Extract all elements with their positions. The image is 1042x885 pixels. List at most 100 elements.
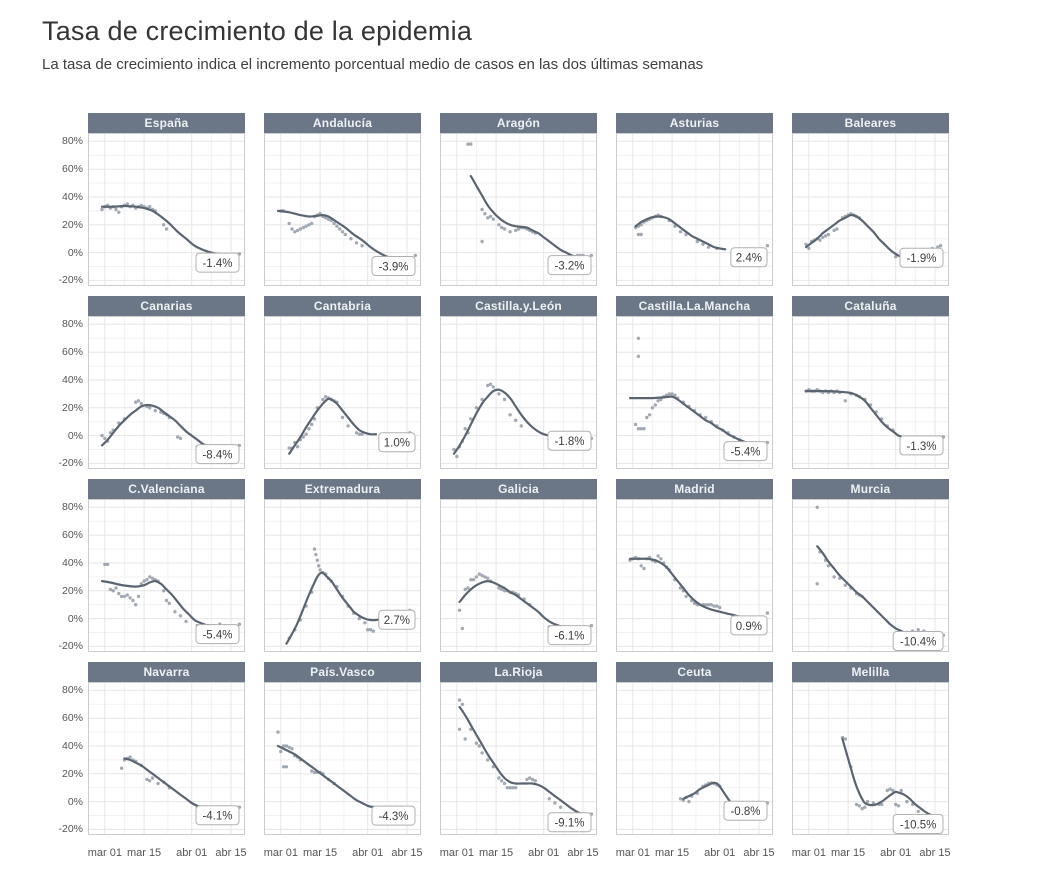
facet-strip-label: Cantabria bbox=[264, 296, 421, 316]
facet-panel-cantabria: Cantabria 1.0% bbox=[264, 296, 421, 469]
y-axis-labels: 80% 60% 40% 20% 0% -20% bbox=[42, 296, 88, 469]
facet-strip-label: España bbox=[88, 113, 245, 133]
y-tick-label: 40% bbox=[61, 373, 83, 386]
facet-panel-arag-n: Aragón -3.2% bbox=[440, 113, 597, 286]
facet-strip-label: Melilla bbox=[792, 662, 949, 682]
y-tick-label: -20% bbox=[58, 274, 83, 287]
facet-plot-andaluc-a: -3.9% bbox=[264, 133, 421, 286]
x-tick-label: abr 01 bbox=[528, 847, 560, 859]
facet-plot-espa-a: -1.4% bbox=[88, 133, 245, 286]
y-tick-label: 20% bbox=[61, 584, 83, 597]
x-tick-label: mar 15 bbox=[302, 847, 338, 859]
facet-panel-c-valenciana: C.Valenciana -5.4% bbox=[88, 479, 245, 652]
facet-panel-catalu-a: Cataluña -1.3% bbox=[792, 296, 949, 469]
facet-plot-cantabria: 1.0% bbox=[264, 316, 421, 469]
facet-strip-label: Murcia bbox=[792, 479, 949, 499]
svg-text:-3.9%: -3.9% bbox=[378, 261, 408, 273]
facet-panel-melilla: Melilla -10.5% bbox=[792, 662, 949, 835]
x-tick-label: mar 15 bbox=[654, 847, 690, 859]
gridlines-major bbox=[89, 500, 244, 651]
value-label: -6.1% bbox=[547, 625, 592, 646]
facet-strip-label: Baleares bbox=[792, 113, 949, 133]
facet-strip-label: Navarra bbox=[88, 662, 245, 682]
svg-text:-1.9%: -1.9% bbox=[906, 253, 936, 265]
facet-panel-castilla-y-le-n: Castilla.y.León -1.8% bbox=[440, 296, 597, 469]
facet-strip-label: Andalucía bbox=[264, 113, 421, 133]
gridlines-minor bbox=[793, 683, 948, 834]
value-label: 1.0% bbox=[378, 432, 416, 453]
facet-plot-c-valenciana: -5.4% bbox=[88, 499, 245, 652]
trend-line bbox=[288, 397, 378, 455]
gridlines-major bbox=[89, 134, 244, 285]
y-tick-label: 60% bbox=[61, 712, 83, 725]
gridlines-minor bbox=[617, 317, 772, 468]
scatter-points bbox=[457, 698, 594, 816]
x-axis-labels: mar 01 mar 15 abr 01 abr 15 bbox=[616, 845, 775, 861]
value-label: -1.3% bbox=[899, 435, 944, 456]
value-label: 2.7% bbox=[378, 609, 416, 630]
facet-strip-label: Castilla.La.Mancha bbox=[616, 296, 773, 316]
x-tick-label: abr 15 bbox=[743, 847, 775, 859]
value-label: -5.4% bbox=[723, 441, 768, 462]
facet-plot-extremadura: 2.7% bbox=[264, 499, 421, 652]
facet-panel-la-rioja: La.Rioja -9.1% bbox=[440, 662, 597, 835]
facet-plot-catalu-a: -1.3% bbox=[792, 316, 949, 469]
y-tick-label: 60% bbox=[61, 163, 83, 176]
y-tick-label: 80% bbox=[61, 684, 83, 697]
facet-plot-la-rioja: -9.1% bbox=[440, 682, 597, 835]
svg-text:-4.3%: -4.3% bbox=[378, 811, 408, 823]
y-tick-label: -20% bbox=[58, 457, 83, 470]
svg-text:2.4%: 2.4% bbox=[736, 253, 762, 265]
x-tick-label: mar 01 bbox=[87, 847, 122, 859]
x-tick-label: abr 01 bbox=[704, 847, 736, 859]
facet-plot-castilla-y-le-n: -1.8% bbox=[440, 316, 597, 469]
svg-text:0.9%: 0.9% bbox=[736, 621, 762, 633]
facet-panel-pa-s-vasco: País.Vasco -4.3% bbox=[264, 662, 421, 835]
facet-strip-label: País.Vasco bbox=[264, 662, 421, 682]
facet-panel-ceuta: Ceuta -0.8% bbox=[616, 662, 773, 835]
x-axis-labels: mar 01 mar 15 abr 01 abr 15 bbox=[264, 845, 423, 861]
facet-panel-asturias: Asturias 2.4% bbox=[616, 113, 773, 286]
y-tick-label: 20% bbox=[61, 401, 83, 414]
value-label: -1.8% bbox=[547, 430, 592, 451]
y-tick-label: 20% bbox=[61, 218, 83, 231]
svg-text:1.0%: 1.0% bbox=[384, 438, 410, 450]
trend-line bbox=[628, 395, 761, 445]
y-tick-label: 0% bbox=[67, 612, 83, 625]
y-tick-label: 80% bbox=[61, 501, 83, 514]
gridlines-major bbox=[617, 317, 772, 468]
trend-line bbox=[682, 781, 735, 804]
gridlines-major bbox=[617, 134, 772, 285]
x-axis-labels: mar 01 mar 15 abr 01 abr 15 bbox=[88, 845, 247, 861]
facet-row: 80% 60% 40% 20% 0% -20% Canarias -8.4% Cantabria… bbox=[42, 296, 1042, 469]
y-axis-labels: 80% 60% 40% 20% 0% -20% bbox=[42, 662, 88, 835]
x-tick-label: abr 01 bbox=[176, 847, 208, 859]
facet-panel-madrid: Madrid 0.9% bbox=[616, 479, 773, 652]
svg-text:-5.4%: -5.4% bbox=[730, 446, 760, 458]
value-label: -1.4% bbox=[195, 252, 240, 273]
facet-plot-navarra: -4.1% bbox=[88, 682, 245, 835]
facet-plot-madrid: 0.9% bbox=[616, 499, 773, 652]
trend-line bbox=[100, 204, 233, 256]
y-tick-label: 40% bbox=[61, 190, 83, 203]
value-label: -9.1% bbox=[547, 812, 592, 833]
gridlines-major bbox=[441, 500, 596, 651]
value-label: -5.4% bbox=[195, 624, 240, 645]
gridlines-minor bbox=[89, 134, 244, 285]
value-label: -8.4% bbox=[195, 444, 240, 465]
value-label: -3.2% bbox=[547, 255, 592, 276]
x-axis-labels: mar 01 mar 15 abr 01 abr 15 bbox=[792, 845, 951, 861]
svg-text:-10.4%: -10.4% bbox=[900, 636, 936, 648]
facet-panel-extremadura: Extremadura 2.7% bbox=[264, 479, 421, 652]
facet-plot-baleares: -1.9% bbox=[792, 133, 949, 286]
facet-panel-castilla-la-mancha: Castilla.La.Mancha -5.4% bbox=[616, 296, 773, 469]
facet-row: 80% 60% 40% 20% 0% -20% C.Valenciana -5.4% Extre… bbox=[42, 479, 1042, 652]
facet-strip-label: Aragón bbox=[440, 113, 597, 133]
facet-plot-pa-s-vasco: -4.3% bbox=[264, 682, 421, 835]
gridlines-major bbox=[617, 683, 772, 834]
report-page: Tasa de crecimiento de la epidemia La ta… bbox=[42, 16, 1042, 861]
y-tick-label: 80% bbox=[61, 318, 83, 331]
value-label: -0.8% bbox=[723, 800, 768, 821]
gridlines-major bbox=[265, 500, 420, 651]
value-label: -10.5% bbox=[892, 814, 944, 834]
